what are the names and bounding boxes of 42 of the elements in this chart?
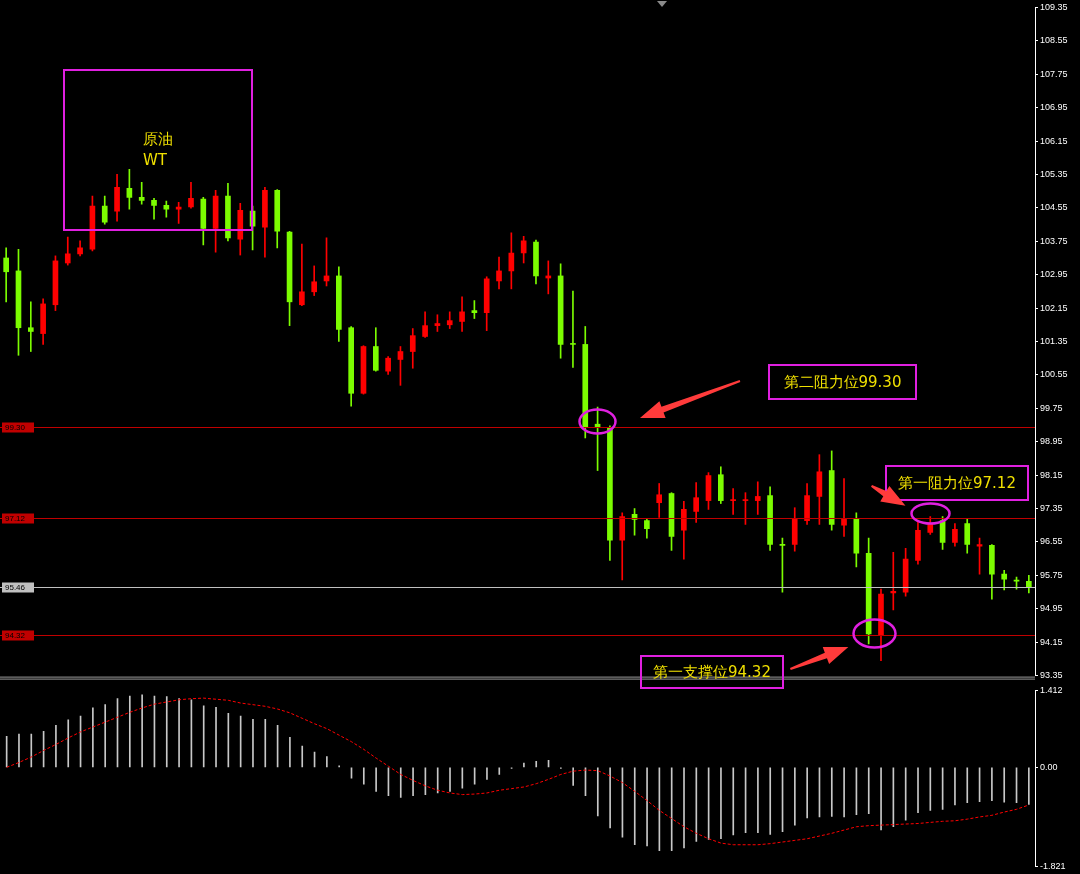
candlestick	[138, 182, 145, 205]
y-tick-label: 102.95	[1040, 269, 1068, 280]
y-tick-label: 0.00	[1040, 761, 1058, 772]
y-tick-label: 103.75	[1040, 235, 1068, 246]
annotation: 第一阻力位97.12	[885, 465, 1029, 502]
y-tick-label: 106.15	[1040, 135, 1068, 146]
y-tick-label: 105.35	[1040, 168, 1068, 179]
y-tick-label: 102.15	[1040, 302, 1068, 313]
candlestick	[27, 301, 34, 352]
candlestick	[841, 478, 847, 537]
y-tick-label: 96.55	[1040, 536, 1063, 547]
y-tick-label: 94.15	[1040, 636, 1063, 647]
candlestick	[890, 552, 897, 611]
y-tick-label: 98.95	[1040, 436, 1063, 447]
y-tick-label: 100.55	[1040, 369, 1068, 380]
y-tick-label: 107.75	[1040, 68, 1068, 79]
line-series	[6, 697, 1030, 846]
y-tick-label: 109.35	[1040, 1, 1068, 12]
annotation: 第一支撑位94.32	[640, 655, 784, 690]
candlestick	[754, 481, 761, 515]
ref-line-label: 95.46	[5, 583, 26, 593]
y-tick-label: 104.55	[1040, 202, 1068, 213]
y-tick-label: 101.35	[1040, 335, 1068, 346]
annotation: 原油 WT	[63, 69, 253, 231]
y-tick-label: -1.821	[1040, 861, 1066, 872]
y-tick-label: 93.35	[1040, 670, 1063, 681]
y-tick-label: 98.15	[1040, 469, 1063, 480]
y-tick-label: 95.75	[1040, 569, 1063, 580]
annotation: 第二阻力位99.30	[768, 364, 917, 401]
y-tick-label: 106.95	[1040, 102, 1068, 113]
y-tick-label: 97.35	[1040, 503, 1063, 514]
candlestick	[656, 483, 663, 518]
ref-line-label: 99.30	[5, 423, 26, 433]
y-tick-label: 1.412	[1040, 684, 1063, 695]
y-tick-label: 108.55	[1040, 35, 1068, 46]
candlestick	[730, 488, 736, 515]
ref-line-label: 94.32	[5, 631, 26, 641]
candlestick	[299, 243, 305, 306]
ref-line-label: 97.12	[5, 514, 26, 524]
y-tick-label: 99.75	[1040, 402, 1063, 413]
candlestick	[570, 290, 576, 368]
y-tick-label: 94.95	[1040, 603, 1063, 614]
